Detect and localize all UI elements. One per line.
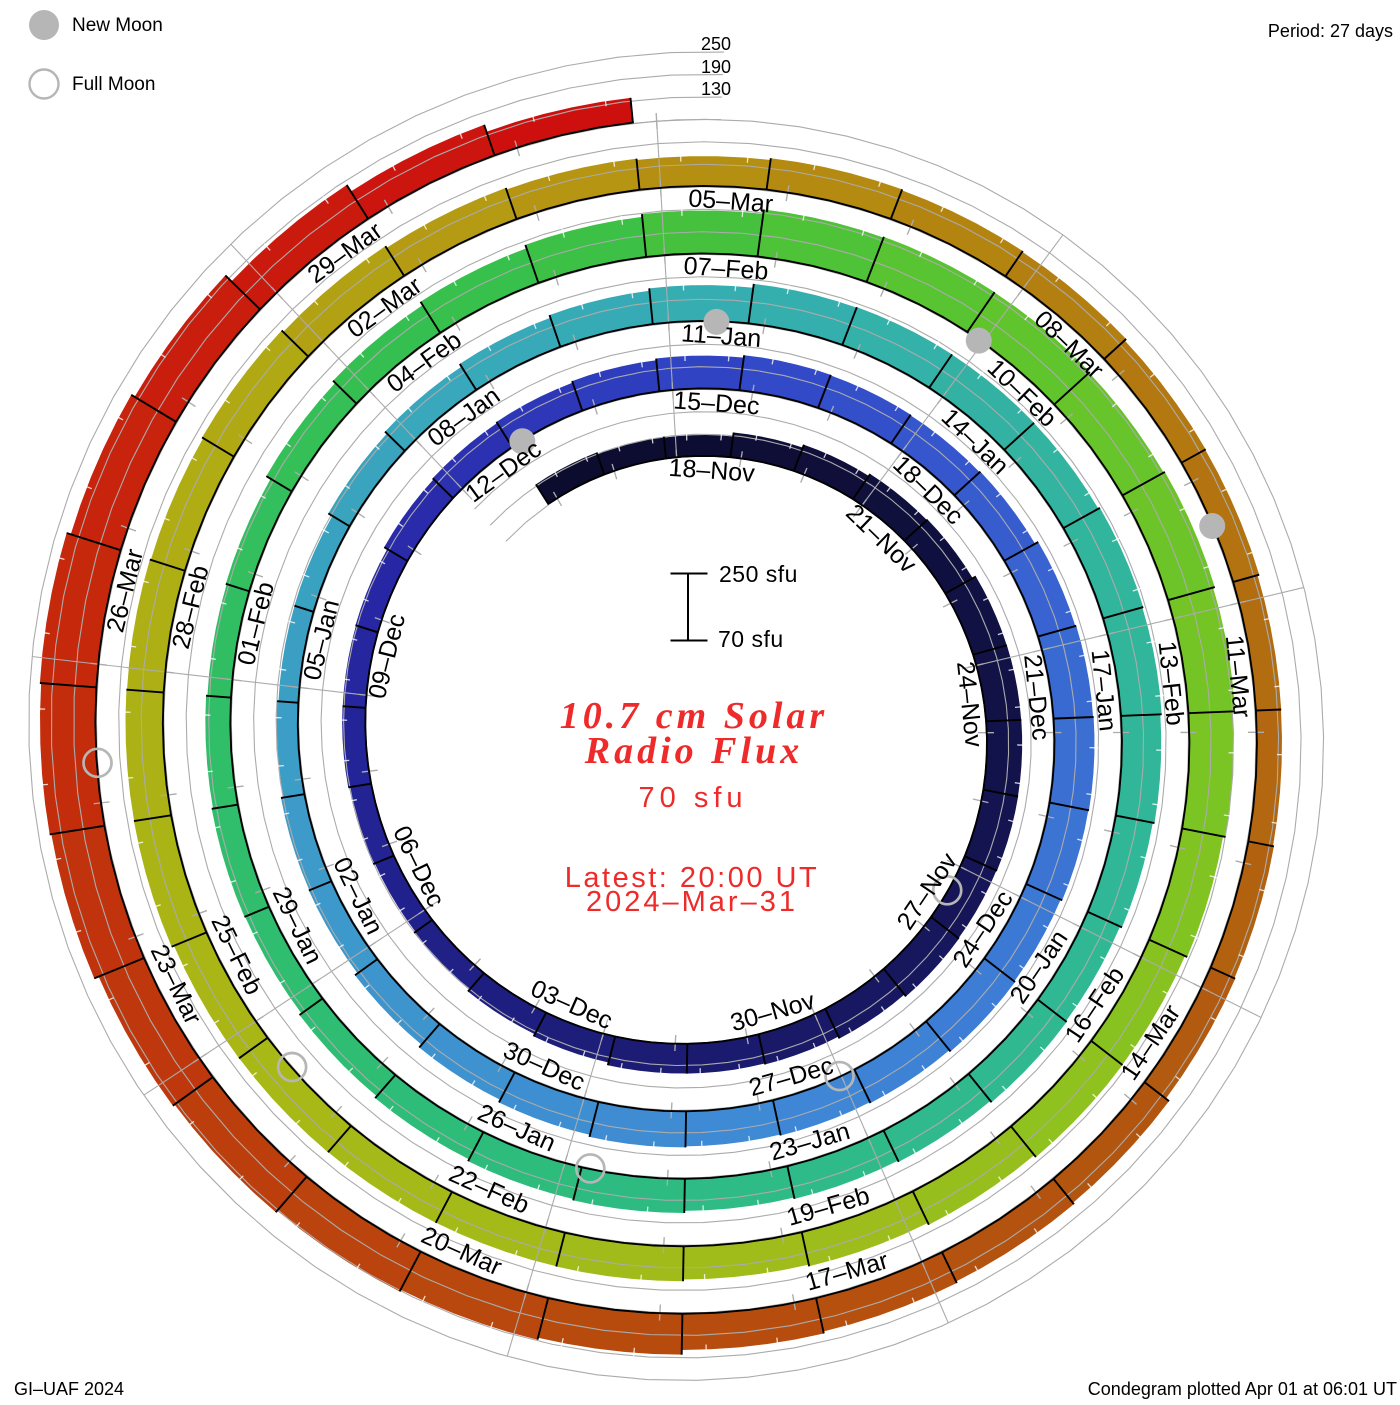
svg-text:05–Mar: 05–Mar (688, 184, 775, 218)
svg-text:GI–UAF 2024: GI–UAF 2024 (14, 1379, 124, 1399)
svg-text:70 sfu: 70 sfu (718, 626, 784, 652)
svg-text:250: 250 (701, 34, 731, 54)
svg-text:11–Jan: 11–Jan (680, 319, 762, 353)
svg-text:Radio Flux: Radio Flux (584, 730, 803, 772)
svg-text:Full Moon: Full Moon (72, 74, 155, 95)
svg-text:70 sfu: 70 sfu (639, 782, 748, 814)
svg-text:Period: 27 days: Period: 27 days (1268, 21, 1393, 41)
svg-text:New Moon: New Moon (72, 15, 163, 36)
svg-text:18–Nov: 18–Nov (668, 454, 756, 488)
svg-text:250 sfu: 250 sfu (719, 561, 798, 587)
svg-text:Condegram plotted Apr 01 at 06: Condegram plotted Apr 01 at 06:01 UT (1088, 1379, 1397, 1399)
svg-text:130: 130 (701, 79, 731, 99)
svg-text:10.7 cm Solar: 10.7 cm Solar (560, 695, 828, 737)
svg-text:2024–Mar–31: 2024–Mar–31 (586, 886, 798, 918)
svg-text:Latest: 20:00 UT: Latest: 20:00 UT (565, 862, 819, 894)
svg-text:07–Feb: 07–Feb (683, 252, 770, 286)
svg-text:190: 190 (701, 57, 731, 77)
svg-text:15–Dec: 15–Dec (672, 386, 760, 420)
